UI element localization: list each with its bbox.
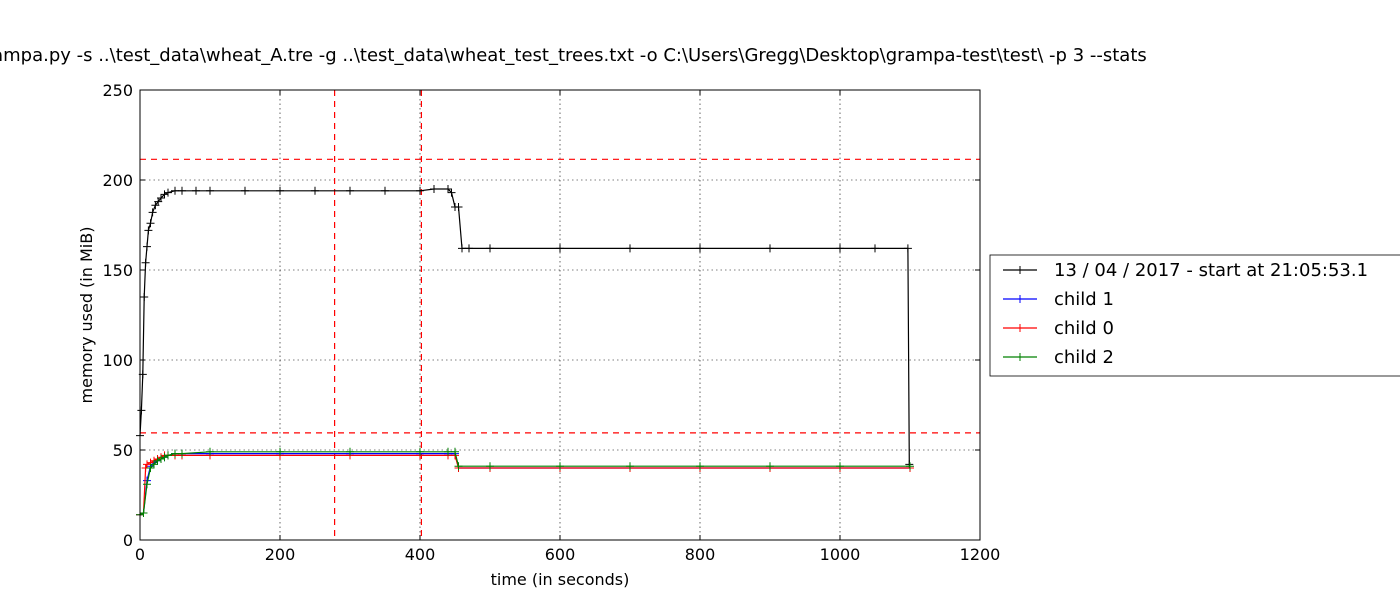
legend-marker	[1016, 353, 1024, 361]
data-point	[178, 449, 186, 458]
data-point	[160, 453, 169, 462]
data-point	[206, 186, 214, 195]
x-tick-label: 0	[135, 545, 145, 564]
data-point	[160, 190, 169, 199]
data-point	[276, 447, 284, 456]
legend-label: child 1	[1054, 289, 1114, 310]
data-point	[241, 186, 249, 195]
data-point	[157, 455, 165, 463]
series-lines	[136, 185, 914, 519]
data-point	[146, 464, 155, 472]
data-point	[451, 447, 459, 456]
data-point	[276, 186, 284, 195]
data-point	[311, 186, 319, 195]
data-point	[150, 460, 158, 469]
legend-marker	[1016, 295, 1024, 303]
data-point	[486, 244, 494, 253]
data-point	[696, 462, 704, 471]
chart-title: grampa.py -s ..\test_data\wheat_A.tre -g…	[0, 45, 1147, 66]
legend-marker	[1016, 266, 1024, 274]
data-point	[164, 451, 172, 460]
data-point	[178, 186, 186, 195]
x-tick-label: 1000	[820, 545, 861, 564]
data-point	[626, 462, 634, 471]
data-point	[906, 462, 914, 471]
data-point	[206, 447, 214, 456]
data-point	[153, 456, 162, 465]
x-tick-label: 400	[405, 545, 436, 564]
reference-lines	[140, 90, 980, 540]
data-point	[626, 244, 634, 253]
legend-label: 13 / 04 / 2017 - start at 21:05:53.1	[1054, 260, 1368, 281]
data-point	[430, 185, 438, 193]
data-point	[346, 447, 354, 456]
data-point	[416, 186, 424, 195]
data-point	[871, 244, 879, 253]
data-point	[381, 186, 389, 195]
data-point	[143, 460, 151, 469]
data-point	[143, 242, 151, 251]
data-point	[766, 244, 774, 253]
data-point	[192, 186, 200, 195]
x-tick-label: 600	[545, 545, 576, 564]
data-point	[157, 194, 165, 202]
legend-label: child 2	[1054, 347, 1114, 368]
data-point	[486, 462, 494, 471]
data-point	[905, 460, 914, 469]
data-point	[141, 258, 150, 267]
x-tick-label: 1200	[960, 545, 1001, 564]
data-point	[454, 462, 463, 471]
data-point	[164, 188, 172, 197]
data-point	[556, 244, 564, 253]
data-point	[171, 186, 179, 195]
data-point	[903, 244, 912, 253]
data-point	[444, 447, 452, 456]
data-point	[444, 185, 452, 193]
data-point	[696, 244, 704, 253]
y-axis-label: memory used (in MiB)	[77, 227, 96, 404]
x-axis-label: time (in seconds)	[491, 570, 630, 589]
y-tick-label: 0	[123, 531, 133, 550]
data-point	[556, 462, 564, 471]
y-tick-label: 150	[102, 261, 133, 280]
data-point	[454, 203, 463, 211]
data-point	[447, 188, 456, 197]
data-point	[139, 509, 148, 517]
data-point	[836, 462, 844, 471]
data-point	[146, 219, 155, 228]
legend-marker	[1016, 324, 1024, 332]
x-tick-label: 200	[265, 545, 296, 564]
legend: 13 / 04 / 2017 - start at 21:05:53.1 chil…	[989, 254, 1400, 377]
data-point	[140, 293, 149, 301]
data-point	[346, 186, 354, 195]
data-point	[416, 447, 424, 456]
data-point	[148, 208, 157, 217]
data-point	[458, 244, 466, 253]
x-tick-label: 800	[685, 545, 716, 564]
legend-box	[989, 254, 1400, 377]
data-point	[465, 244, 473, 253]
data-point	[144, 226, 153, 235]
y-axis-ticks: 0 50 100 150 200 250	[102, 81, 980, 550]
y-tick-label: 250	[102, 81, 133, 100]
y-tick-label: 50	[113, 441, 133, 460]
data-point	[836, 244, 844, 253]
data-point	[171, 449, 179, 458]
x-axis-ticks: 0 200 400 600 800 1000 1200	[135, 90, 1000, 564]
data-point	[143, 480, 151, 489]
series-3	[136, 447, 914, 519]
y-tick-label: 100	[102, 351, 133, 370]
legend-label: child 0	[1054, 318, 1114, 339]
data-point	[137, 406, 146, 415]
data-point	[766, 462, 774, 471]
y-tick-label: 200	[102, 171, 133, 190]
